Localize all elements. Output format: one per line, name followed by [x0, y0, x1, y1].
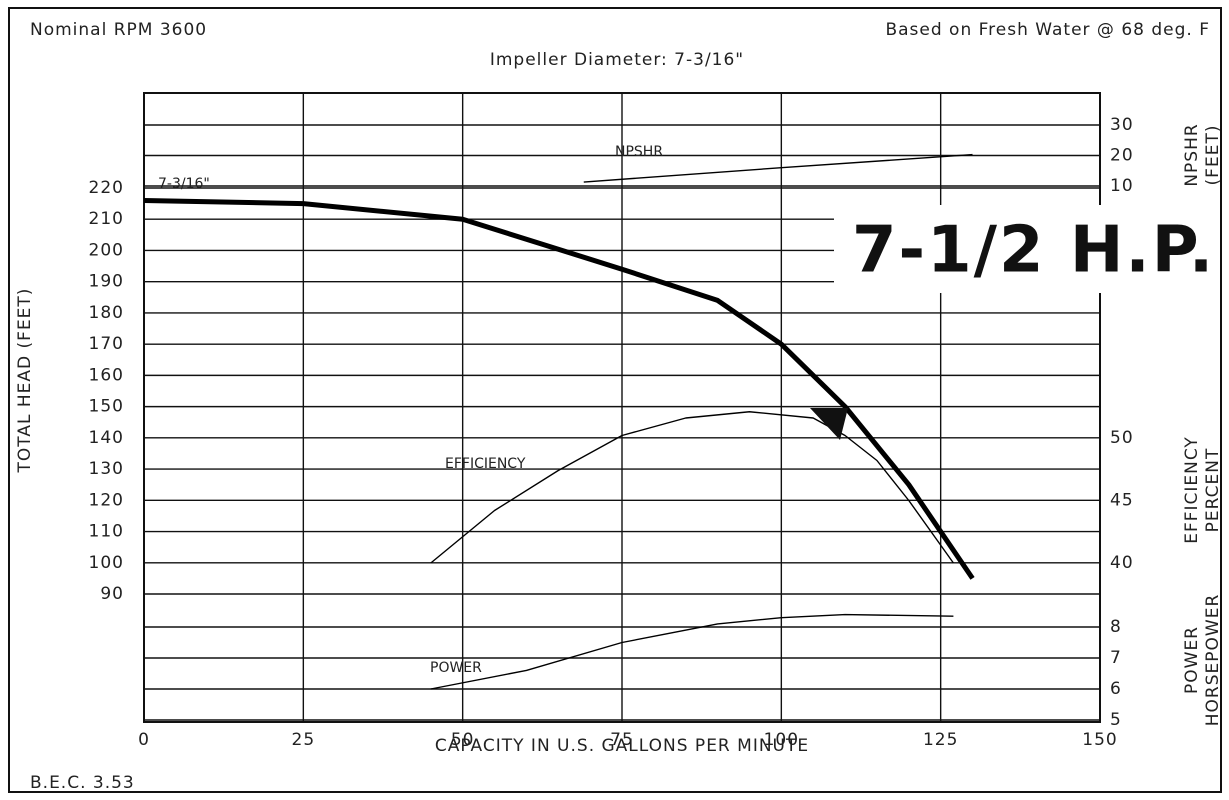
npshr-tick-label: 30	[1110, 115, 1134, 135]
efficiency-tick-label: 50	[1110, 428, 1134, 448]
npshr-tick-label: 20	[1110, 146, 1134, 166]
y-tick-label: 90	[100, 584, 124, 604]
x-tick-label: 125	[923, 730, 958, 750]
x-tick-label: 50	[451, 730, 475, 750]
x-tick-label: 100	[764, 730, 799, 750]
page-frame	[8, 7, 1222, 793]
x-tick-label: 150	[1082, 730, 1117, 750]
y-tick-label: 180	[89, 303, 124, 323]
series-label: 7-3/16"	[158, 176, 210, 192]
npshr-tick-label: 10	[1110, 176, 1134, 196]
series-label: EFFICIENCY	[445, 456, 526, 472]
right-axis-title: PERCENT	[1203, 448, 1223, 533]
right-axis-title: POWER	[1182, 626, 1202, 694]
right-axis-title: (FEET)	[1203, 125, 1223, 186]
hp-badge: 7-1/2 H.P.	[852, 214, 1215, 288]
y-tick-label: 220	[89, 178, 124, 198]
series-line	[430, 411, 954, 564]
power-tick-label: 7	[1110, 648, 1122, 668]
power-tick-label: 8	[1110, 617, 1122, 637]
badge-box	[834, 205, 1174, 293]
series-line	[430, 613, 954, 690]
rpm-note: Nominal RPM 3600	[30, 20, 207, 40]
y-tick-label: 210	[89, 209, 124, 229]
y-tick-label: 170	[89, 334, 124, 354]
right-axis-title: HORSEPOWER	[1203, 594, 1223, 727]
y-tick-label: 110	[89, 522, 124, 542]
x-axis-title: CAPACITY IN U.S. GALLONS PER MINUTE	[435, 736, 809, 756]
y-tick-label: 190	[89, 272, 124, 292]
y-tick-label: 120	[89, 490, 124, 510]
series-line	[143, 197, 975, 580]
y-tick-label: 150	[89, 397, 124, 417]
efficiency-tick-label: 40	[1110, 553, 1134, 573]
efficiency-tick-label: 45	[1110, 491, 1134, 511]
y-tick-label: 100	[89, 553, 124, 573]
series-label: NPSHR	[615, 144, 663, 160]
series-line	[583, 153, 973, 183]
x-tick-label: 0	[138, 730, 150, 750]
y-tick-label: 130	[89, 459, 124, 479]
y-tick-label: 200	[89, 240, 124, 260]
power-tick-label: 5	[1110, 710, 1122, 730]
right-axis-title: NPSHR	[1182, 123, 1202, 186]
y-axis-title: TOTAL HEAD (FEET)	[15, 288, 35, 474]
chart-title: Impeller Diameter: 7-3/16"	[490, 50, 744, 70]
bep-marker	[810, 408, 848, 440]
y-tick-label: 140	[89, 428, 124, 448]
x-tick-label: 25	[292, 730, 316, 750]
water-note: Based on Fresh Water @ 68 deg. F	[885, 20, 1210, 40]
x-tick-label: 75	[610, 730, 634, 750]
y-tick-label: 160	[89, 365, 124, 385]
footer: B.E.C. 3.53	[30, 773, 135, 793]
right-axis-title: EFFICIENCY	[1182, 436, 1202, 544]
series-label: POWER	[430, 660, 482, 676]
power-tick-label: 6	[1110, 679, 1122, 699]
